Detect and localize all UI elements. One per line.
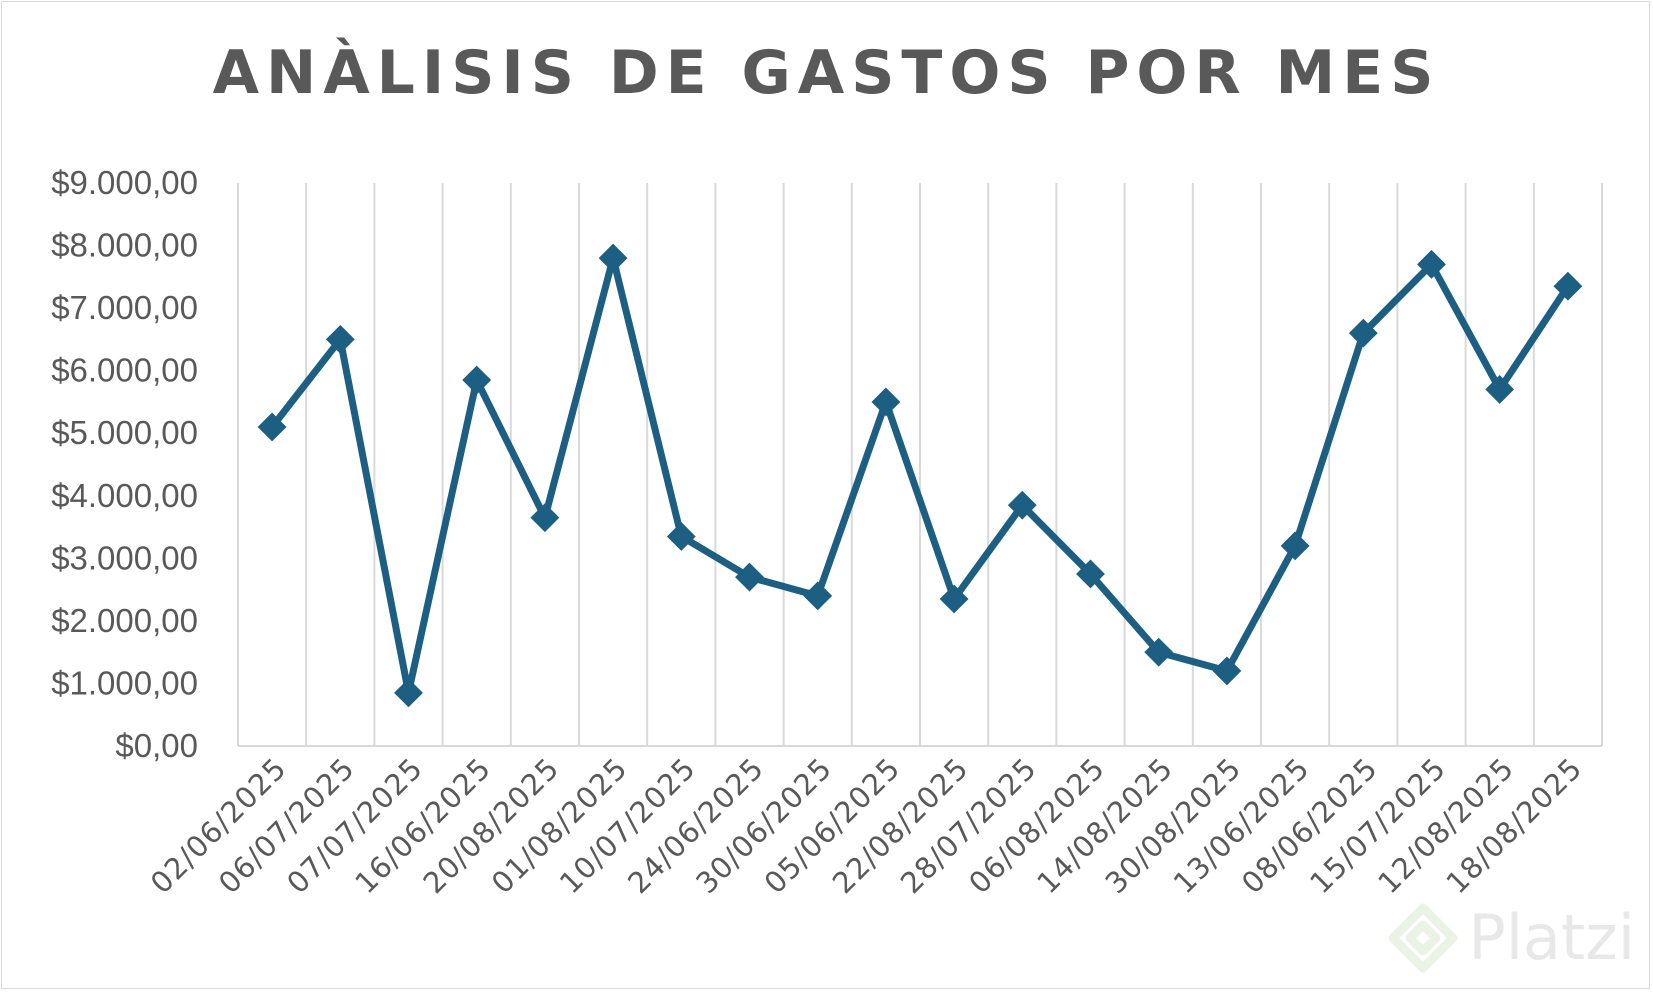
data-point xyxy=(1007,490,1037,520)
data-point xyxy=(462,365,492,395)
watermark-text: Platzi xyxy=(1468,901,1635,974)
platzi-logo-icon xyxy=(1388,903,1458,972)
data-point xyxy=(1280,531,1310,561)
data-point xyxy=(1485,375,1515,404)
y-tick-label: $9.000,00 xyxy=(51,164,198,201)
data-point xyxy=(939,584,969,614)
data-point xyxy=(1417,249,1446,279)
data-point xyxy=(666,522,696,551)
y-tick-label: $1.000,00 xyxy=(51,664,198,701)
data-point xyxy=(394,678,423,708)
y-tick-label: $8.000,00 xyxy=(51,227,198,264)
data-point xyxy=(803,581,833,611)
data-point xyxy=(1144,637,1174,667)
data-point xyxy=(1553,271,1583,301)
y-tick-label: $7.000,00 xyxy=(51,289,198,326)
y-tick-label: $3.000,00 xyxy=(51,539,198,576)
data-point xyxy=(1076,559,1105,589)
data-point xyxy=(1348,318,1378,348)
y-tick-label: $2.000,00 xyxy=(51,602,198,639)
data-point xyxy=(598,243,628,273)
y-tick-label: $4.000,00 xyxy=(51,477,198,514)
data-point xyxy=(735,562,764,592)
data-point xyxy=(325,324,355,354)
data-point xyxy=(1212,656,1242,686)
series-line xyxy=(268,254,1572,697)
data-point xyxy=(257,412,287,442)
chart-title: ANÀLISIS DE GASTOS POR MES xyxy=(212,38,1441,108)
data-point xyxy=(871,387,901,417)
y-tick-label: $6.000,00 xyxy=(51,352,198,389)
data-point xyxy=(530,503,560,533)
y-tick-label: $0,00 xyxy=(115,727,198,764)
watermark: Platzi xyxy=(1388,901,1635,974)
y-tick-label: $5.000,00 xyxy=(51,414,198,451)
